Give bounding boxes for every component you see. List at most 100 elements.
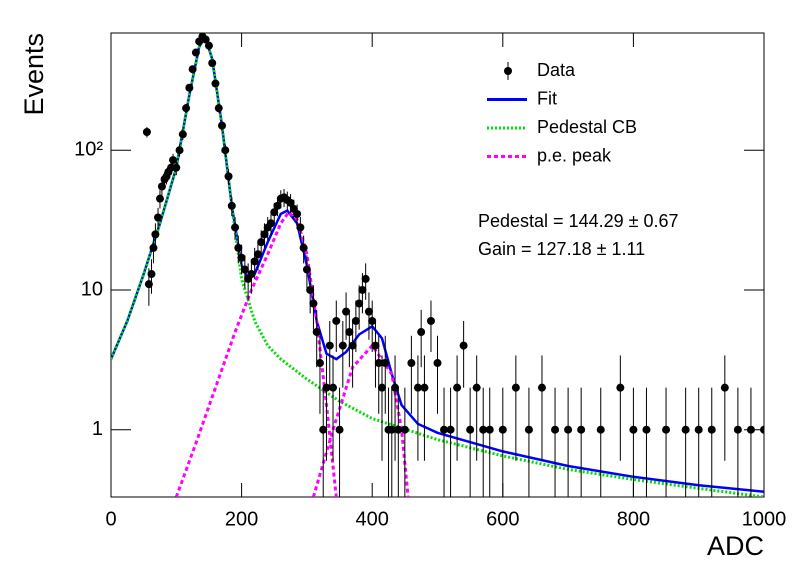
data-point bbox=[157, 182, 166, 191]
data-point bbox=[329, 383, 338, 392]
x-tick-label: 0 bbox=[105, 508, 116, 530]
data-point bbox=[260, 230, 269, 239]
data-point bbox=[400, 425, 409, 434]
data-point bbox=[524, 425, 533, 434]
data-point bbox=[175, 146, 184, 155]
data-point bbox=[270, 208, 279, 217]
annotation: Pedestal = 144.29 ± 0.67 bbox=[478, 211, 679, 231]
data-point bbox=[417, 328, 426, 337]
data-point bbox=[479, 425, 488, 434]
data-point bbox=[345, 328, 354, 337]
data-point bbox=[299, 243, 308, 252]
data-point bbox=[374, 359, 383, 368]
data-point bbox=[231, 223, 240, 232]
y-tick-label: 10² bbox=[74, 139, 103, 161]
x-axis-label: ADC bbox=[707, 531, 764, 561]
y-tick-label: 10 bbox=[81, 278, 103, 300]
data-point bbox=[154, 213, 163, 222]
data-point bbox=[214, 104, 223, 113]
data-point bbox=[426, 316, 435, 325]
data-point bbox=[629, 425, 638, 434]
data-point bbox=[371, 341, 380, 350]
data-point bbox=[306, 285, 315, 294]
data-point bbox=[185, 83, 194, 92]
plot-area bbox=[111, 33, 764, 497]
data-point bbox=[253, 250, 262, 259]
plot-frame bbox=[110, 32, 765, 498]
data-point bbox=[302, 265, 311, 274]
data-point bbox=[694, 425, 703, 434]
data-point bbox=[662, 425, 671, 434]
data-point bbox=[172, 163, 181, 172]
data-point bbox=[466, 425, 475, 434]
data-point bbox=[498, 425, 507, 434]
data-point bbox=[315, 359, 324, 368]
data-point bbox=[453, 383, 462, 392]
data-point bbox=[387, 425, 396, 434]
data-point bbox=[286, 198, 295, 207]
data-point bbox=[511, 383, 520, 392]
data-point bbox=[191, 48, 200, 57]
data-point bbox=[204, 41, 213, 50]
data-point bbox=[247, 270, 256, 279]
x-tick-label: 400 bbox=[356, 508, 389, 530]
data-point bbox=[440, 425, 449, 434]
data-point bbox=[332, 316, 341, 325]
data-point bbox=[257, 238, 266, 247]
legend-label: Pedestal CB bbox=[537, 117, 637, 137]
data-point bbox=[364, 307, 373, 316]
data-point bbox=[342, 307, 351, 316]
data-point bbox=[760, 425, 764, 434]
data-point bbox=[296, 223, 305, 232]
data-point bbox=[348, 341, 357, 350]
y-tick-label: 1 bbox=[92, 418, 103, 440]
data-point bbox=[335, 425, 344, 434]
data-point bbox=[266, 219, 275, 228]
data-point bbox=[537, 383, 546, 392]
data-point bbox=[178, 130, 187, 139]
data-point bbox=[273, 201, 282, 210]
data-point bbox=[151, 230, 160, 239]
data-point bbox=[169, 156, 178, 165]
data-point bbox=[149, 243, 158, 252]
data-point bbox=[459, 341, 468, 350]
data-point bbox=[420, 383, 429, 392]
data-point bbox=[182, 104, 191, 113]
data-point bbox=[377, 383, 386, 392]
data-point bbox=[407, 359, 416, 368]
data-point bbox=[293, 209, 302, 218]
data-point bbox=[218, 121, 227, 130]
data-point bbox=[351, 316, 360, 325]
x-tick-label: 600 bbox=[486, 508, 519, 530]
data-point bbox=[733, 425, 742, 434]
data-point bbox=[319, 425, 328, 434]
data-point bbox=[472, 383, 481, 392]
data-point bbox=[234, 243, 243, 252]
data-point bbox=[322, 383, 331, 392]
data-point bbox=[240, 265, 249, 274]
data-point bbox=[144, 280, 153, 289]
legend-label: Data bbox=[537, 60, 576, 80]
data-point bbox=[312, 328, 321, 337]
data-point bbox=[413, 383, 422, 392]
data-point bbox=[227, 201, 236, 210]
data-point bbox=[201, 35, 210, 44]
data-point bbox=[681, 425, 690, 434]
data-point bbox=[361, 274, 370, 283]
annotation: Gain = 127.18 ± 1.11 bbox=[478, 239, 645, 259]
data-point bbox=[208, 59, 217, 68]
data-point bbox=[309, 299, 318, 308]
data-point bbox=[250, 257, 259, 266]
data-point bbox=[551, 425, 560, 434]
x-tick-label: 1000 bbox=[742, 508, 787, 530]
data-point bbox=[485, 425, 494, 434]
data-point bbox=[355, 299, 364, 308]
data-point bbox=[596, 425, 605, 434]
data-point bbox=[221, 146, 230, 155]
y-axis-label: Events bbox=[19, 33, 49, 116]
data-point bbox=[142, 128, 151, 137]
data-point bbox=[616, 383, 625, 392]
data-point bbox=[368, 316, 377, 325]
data-point bbox=[381, 359, 390, 368]
data-point bbox=[746, 425, 755, 434]
